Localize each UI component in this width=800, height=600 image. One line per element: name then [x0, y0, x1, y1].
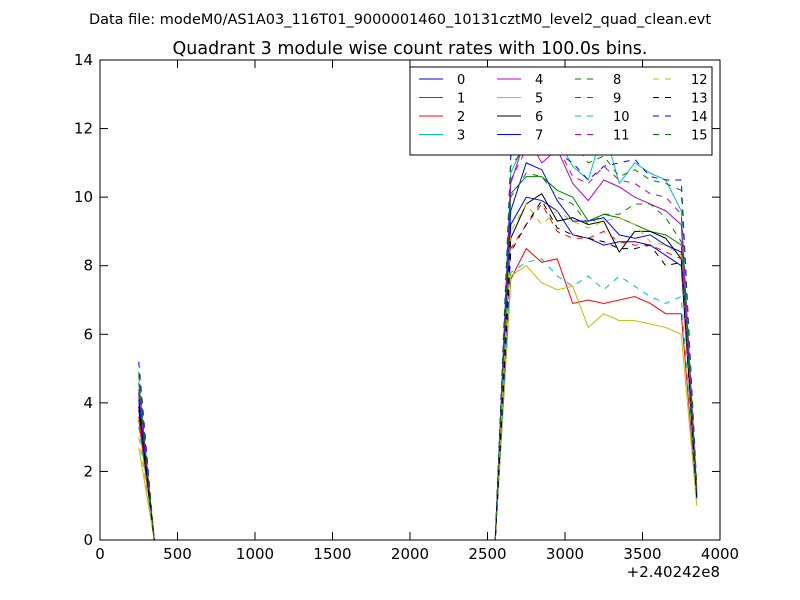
x-tick-label: 500 [163, 545, 192, 563]
x-tick-label: 3000 [546, 545, 584, 563]
y-tick-label: 0 [83, 531, 93, 549]
series-line-3 [138, 126, 698, 540]
legend-label-11: 11 [613, 129, 630, 144]
legend-label-13: 13 [691, 92, 708, 107]
y-tick-label: 10 [74, 188, 93, 206]
legend-label-15: 15 [691, 129, 708, 144]
y-tick-label: 12 [74, 120, 93, 138]
y-tick-label: 14 [74, 51, 93, 69]
legend-label-1: 1 [457, 92, 465, 107]
series-line-0 [138, 196, 698, 540]
x-axis-offset-label: +2.40242e8 [627, 563, 720, 581]
legend-label-9: 9 [613, 92, 621, 107]
x-tick-label: 4000 [701, 545, 739, 563]
x-axis: 0 500 1000 1500 2000 2500 3000 3500 4000 [95, 60, 739, 563]
y-tick-label: 2 [83, 462, 93, 480]
legend-label-2: 2 [457, 110, 465, 125]
legend-label-0: 0 [457, 73, 465, 88]
legend-label-7: 7 [535, 129, 543, 144]
series-line-14 [138, 138, 698, 540]
x-tick-label: 0 [95, 545, 105, 563]
series-line-5 [138, 265, 698, 540]
legend-label-14: 14 [691, 110, 708, 125]
legend-label-6: 6 [535, 110, 543, 125]
legend-label-3: 3 [457, 129, 465, 144]
legend-label-10: 10 [613, 110, 630, 125]
series-line-13 [138, 199, 698, 540]
series-line-11 [138, 141, 698, 540]
series-line-6 [138, 192, 698, 540]
x-tick-label: 3500 [623, 545, 661, 563]
series-line-15 [138, 131, 698, 540]
x-tick-label: 2500 [468, 545, 506, 563]
series-line-1 [138, 176, 698, 540]
legend-box [409, 66, 713, 156]
series-line-2 [138, 247, 698, 540]
series-line-7 [138, 162, 698, 540]
series-layer [138, 126, 698, 540]
chart-title: Quadrant 3 module wise count rates with … [173, 39, 648, 59]
legend-label-8: 8 [613, 73, 621, 88]
y-tick-label: 4 [83, 394, 93, 412]
x-tick-label: 1500 [313, 545, 351, 563]
series-line-9 [138, 203, 698, 540]
legend-label-5: 5 [535, 92, 543, 107]
x-tick-label: 2000 [391, 545, 429, 563]
series-line-4 [138, 134, 698, 540]
y-tick-label: 8 [83, 257, 93, 275]
chart-suptitle: Data file: modeM0/AS1A03_116T01_90000014… [89, 12, 711, 28]
legend-label-4: 4 [535, 73, 543, 88]
y-tick-label: 6 [83, 325, 93, 343]
series-line-8 [138, 172, 698, 540]
legend-label-12: 12 [691, 73, 708, 88]
series-line-12 [138, 203, 698, 540]
x-tick-label: 1000 [236, 545, 274, 563]
